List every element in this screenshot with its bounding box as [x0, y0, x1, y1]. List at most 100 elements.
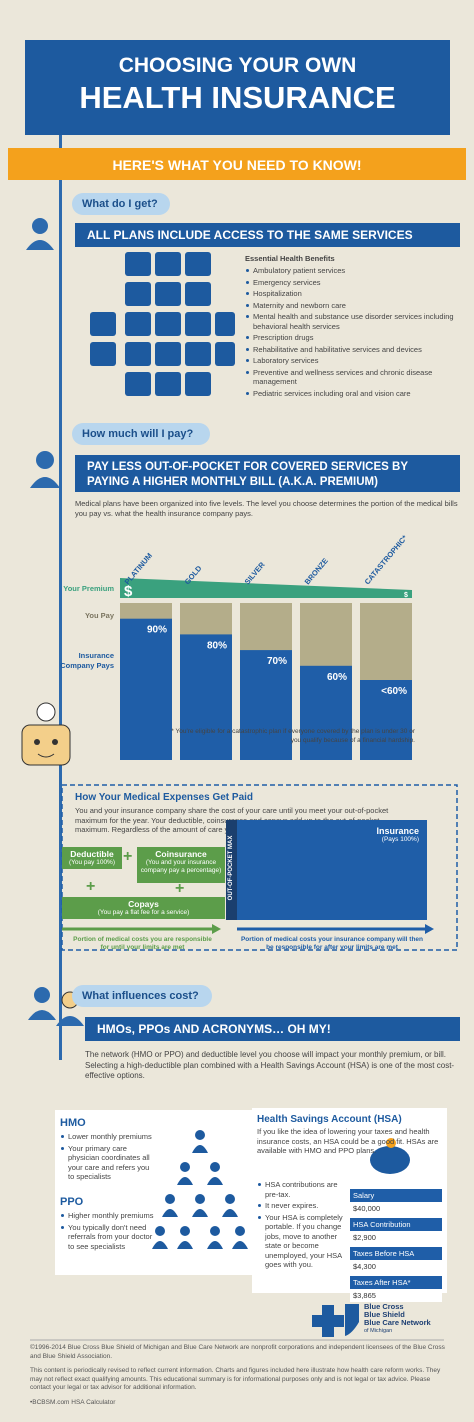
figure-body: [207, 1241, 223, 1249]
box-label: Insurance: [376, 826, 419, 836]
figure-body: [177, 1177, 193, 1185]
footer-paragraph: ©1996-2014 Blue Cross Blue Shield of Mic…: [30, 1344, 445, 1360]
insurer-bar: [360, 680, 412, 760]
title-line: CHOOSING YOUR OWN: [118, 54, 357, 77]
value-label: <60%: [381, 686, 407, 697]
plan-list: Lower monthly premiums Your primary care …: [60, 1132, 155, 1184]
insurer-bar: [180, 634, 232, 760]
box-label: Copays: [128, 899, 159, 909]
figure-body: [152, 1241, 168, 1249]
list-item: HSA contributions are pre-tax.: [257, 1180, 345, 1199]
you-pay-label: You Pay: [85, 611, 115, 620]
plan-title: HMO: [60, 1117, 86, 1129]
figure-head: [225, 1194, 235, 1204]
logo-line: Blue Cross: [364, 1302, 404, 1311]
plan-list: Higher monthly premiums You typically don…: [60, 1211, 155, 1253]
premium-label: Your Premium: [63, 584, 114, 593]
intro: Medical plans have been organized into f…: [75, 499, 458, 518]
list-item: Lower monthly premiums: [60, 1132, 155, 1142]
tier-label: CATASTROPHIC*: [363, 533, 409, 586]
network-figures: [152, 1130, 248, 1249]
hsa-list: HSA contributions are pre-tax. It never e…: [257, 1180, 345, 1272]
figure-body: [222, 1209, 238, 1217]
figure-body: [177, 1241, 193, 1249]
copays-box: Copays (You pay a flat fee for a service): [62, 897, 225, 919]
section-tag: What do I get?: [72, 193, 170, 215]
benefit-list: Ambulatory patient services Emergency ser…: [245, 266, 460, 400]
list-item: Ambulatory patient services: [245, 266, 460, 276]
value-label: 80%: [207, 640, 227, 651]
list-item: Your primary care physician coordinates …: [60, 1144, 155, 1182]
figure-body: [232, 1241, 248, 1249]
box-note: (You pay 100%): [68, 859, 115, 866]
plan-title: PPO: [60, 1196, 84, 1208]
person-icon: [26, 218, 54, 250]
figure-body: [162, 1209, 178, 1217]
hsa-title: Health Savings Account (HSA): [257, 1114, 402, 1125]
figure-head: [165, 1194, 175, 1204]
list-item: Higher monthly premiums: [60, 1211, 155, 1221]
section-heading: HMOs, PPOs AND ACRONYMS… OH MY!: [85, 1017, 460, 1041]
table-value: $40,000: [350, 1202, 442, 1215]
figure-body: [192, 1145, 208, 1153]
list-item: Your HSA is completely portable. If you …: [257, 1213, 345, 1270]
insurer-bar: [300, 665, 352, 760]
title-line: HEALTH INSURANCE: [79, 80, 396, 115]
insurer-label: Insurance Company Pays: [60, 651, 114, 670]
figure-head: [210, 1226, 220, 1236]
table-value: $4,300: [350, 1260, 442, 1273]
hsa-text: If you like the idea of lowering your ta…: [257, 1127, 439, 1155]
list-item: Rehabilitative and habilitative services…: [245, 345, 460, 355]
value-label: 60%: [327, 672, 347, 683]
list-item: Emergency services: [245, 278, 460, 288]
banner: HERE'S WHAT YOU NEED TO KNOW!: [112, 157, 362, 173]
section-tag: How much will I pay?: [72, 423, 210, 445]
section-heading: ALL PLANS INCLUDE ACCESS TO THE SAME SER…: [75, 223, 460, 247]
banner-box: [8, 148, 466, 180]
table-value: $3,865: [350, 1289, 442, 1302]
insurer-bar: [120, 618, 172, 760]
logo-line: Blue Shield: [364, 1310, 405, 1319]
footnote: * You're eligible for a catastrophic pla…: [171, 728, 415, 744]
list-item: Mental health and substance use disorder…: [245, 312, 460, 331]
table-label: Taxes Before HSA: [350, 1247, 442, 1260]
list-item: Pediatric services including oral and vi…: [245, 389, 460, 399]
piggy-bank-icon: [370, 1138, 410, 1174]
box-note: (You and your insurance company pay a pe…: [140, 859, 222, 874]
list-item: Preventive and wellness services and chr…: [245, 368, 460, 387]
footer-link: •BCBSM.com HSA Calculator: [30, 1398, 116, 1406]
timeline: [59, 135, 62, 1060]
list-item: Laboratory services: [245, 356, 460, 366]
bulb-head-icon: [21, 702, 71, 766]
logo-line: Blue Care Network: [364, 1318, 431, 1327]
box-note: (Pays 100%): [381, 836, 419, 843]
list-title: Essential Health Benefits: [245, 254, 335, 263]
list-item: Hospitalization: [245, 289, 460, 299]
logo-text: Blue Cross Blue Shield Blue Care Network of…: [364, 1303, 431, 1335]
deductible-box: Deductible (You pay 100%): [62, 847, 122, 869]
value-label: 90%: [147, 625, 167, 636]
list-item: It never expires.: [257, 1201, 345, 1211]
oop-bar: OUT-OF-POCKET MAX: [226, 820, 237, 920]
table-value: $2,900: [350, 1231, 442, 1244]
value-label: 70%: [267, 656, 287, 667]
caption: Portion of medical costs your insurance …: [240, 936, 424, 951]
cost-arrows: [62, 924, 434, 934]
plus-icon: +: [175, 880, 185, 897]
figure-body: [207, 1177, 223, 1185]
premium-symbol: $: [124, 583, 133, 600]
box-note: (You pay a flat fee for a service): [97, 909, 190, 916]
figure-head: [180, 1162, 190, 1172]
hsa-table: Salary $40,000 HSA Contribution $2,900 Taxes…: [350, 1186, 442, 1302]
table-label: Salary: [350, 1189, 442, 1202]
figure-head: [195, 1130, 205, 1140]
plus-icon: +: [86, 878, 96, 895]
tier-label: SILVER: [243, 560, 267, 587]
coinsurance-box: Coinsurance (You and your insurance compa…: [137, 847, 225, 883]
premium-symbol: $: [404, 592, 408, 599]
person-icon: [30, 451, 60, 488]
figure-head: [155, 1226, 165, 1236]
box-label: Coinsurance: [155, 849, 207, 859]
